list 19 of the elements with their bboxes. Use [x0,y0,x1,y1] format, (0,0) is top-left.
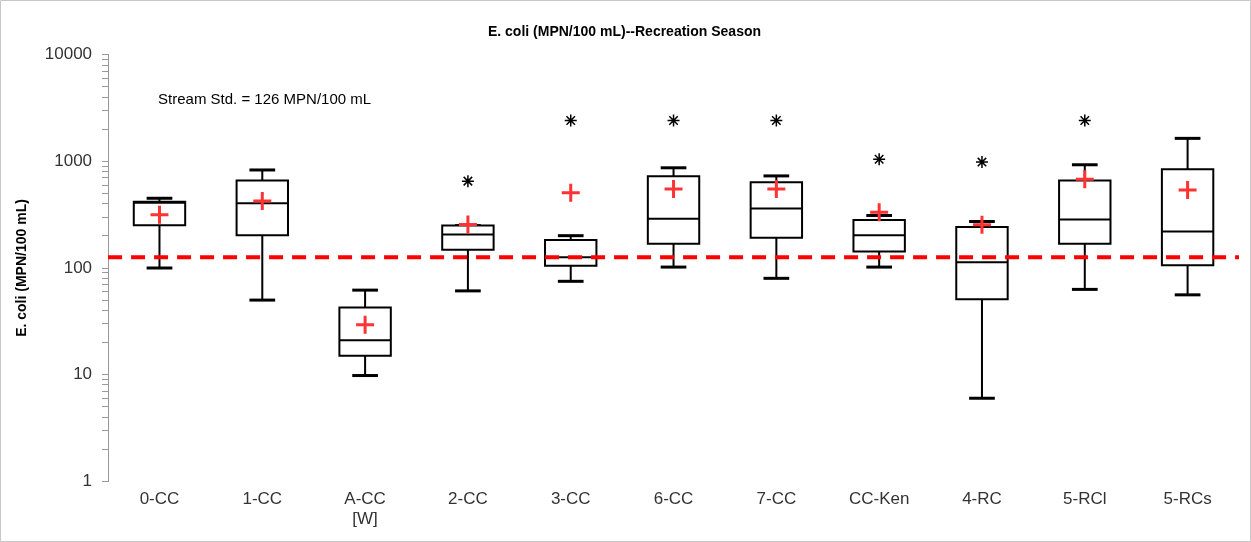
x-tick-label: 2-CC [448,489,488,509]
x-tick-label: 3-CC [550,489,591,509]
x-tick-label: 7-CC [756,489,797,509]
x-tick-label: 5-RCl [1063,489,1107,509]
annotation: Stream Std. = 126 MPN/100 mL [158,89,372,107]
y-axis-title: E. coli (MPN/100 mL) [13,199,30,337]
y-tick-label: 1000 [54,151,93,171]
x-tick-label: CC-Ken [848,489,910,509]
x-tick-label: 0-CC [139,489,180,509]
y-tick-label: 10 [73,364,93,384]
x-tick-label: 4-RC [962,489,1002,509]
x-tick-label: 1-CC [242,489,283,509]
x-tick-label: A-CC [W] [344,489,386,529]
y-tick-label: 1 [82,470,93,490]
x-tick-label: 5-RCs [1163,489,1212,509]
chart-title: E. coli (MPN/100 mL)--Recreation Season [487,23,762,40]
x-tick-label: 6-CC [653,489,694,509]
y-tick-label: 10000 [44,44,93,64]
y-tick-label: 100 [63,257,93,277]
